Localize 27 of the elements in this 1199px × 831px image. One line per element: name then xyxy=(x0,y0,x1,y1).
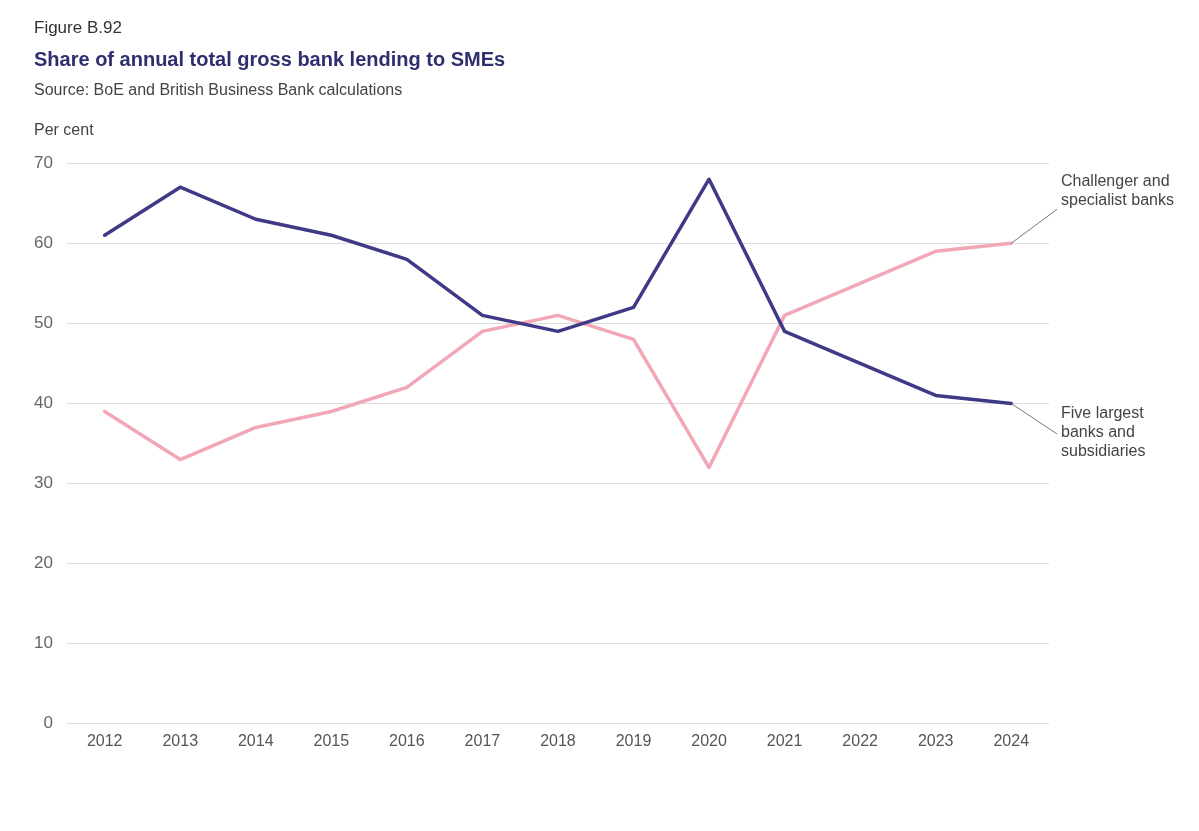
y-axis-title: Per cent xyxy=(34,121,95,139)
source-note: Source: BoE and British Business Bank calculations xyxy=(34,81,404,99)
y-tick-label: 50 xyxy=(33,313,53,333)
y-tick-label: 40 xyxy=(33,393,53,413)
text: Challenger and specialist banks xyxy=(1061,171,1174,208)
chart-title: Share of annual total gross bank lending to SMEs xyxy=(34,48,507,71)
text: Figure B.92 xyxy=(34,18,123,38)
x-tick-label: 2016 xyxy=(389,731,425,749)
x-tick-label: 2019 xyxy=(615,731,652,749)
y-tick-label: 10 xyxy=(33,633,53,653)
x-tick-label: 2015 xyxy=(313,731,350,749)
x-tick-label: 2018 xyxy=(540,731,576,749)
y-tick-label: 60 xyxy=(33,232,53,252)
text: Five largest banks and subsidiaries xyxy=(1061,403,1146,459)
x-tick-label: 2023 xyxy=(917,731,954,749)
x-tick-label: 2017 xyxy=(464,731,501,749)
x-tick-label: 2020 xyxy=(691,731,727,749)
y-tick-label: 0 xyxy=(43,713,53,733)
x-tick-label: 2021 xyxy=(766,731,803,749)
x-tick-label: 2022 xyxy=(842,731,879,749)
x-tick-label: 2013 xyxy=(162,731,199,749)
x-tick-label: 2014 xyxy=(237,731,274,749)
y-tick-label: 30 xyxy=(33,473,53,493)
x-tick-label: 2012 xyxy=(86,731,123,749)
y-tick-label: 20 xyxy=(33,553,53,573)
x-tick-label: 2024 xyxy=(993,731,1030,749)
y-tick-label: 70 xyxy=(33,152,53,172)
